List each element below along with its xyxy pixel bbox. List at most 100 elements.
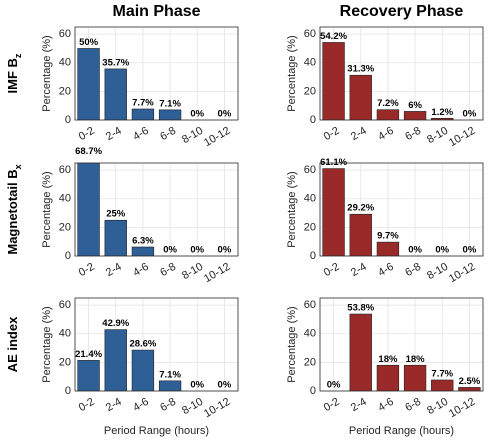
row-label-subscript: z: [13, 53, 23, 58]
value-label: 28.6%: [129, 339, 156, 350]
y-tick-label: 60: [304, 28, 316, 40]
value-label: 0%: [463, 109, 477, 120]
x-tick-label: 10-12: [202, 261, 232, 285]
value-label: 0%: [218, 109, 232, 120]
value-label: 0%: [190, 245, 204, 256]
value-label: 42.9%: [102, 318, 129, 329]
row-label-subscript: x: [13, 164, 23, 169]
value-label: 0%: [218, 245, 232, 256]
x-tick-label: 4-6: [376, 261, 396, 279]
x-tick-label: 10-12: [202, 396, 232, 420]
value-label: 29.2%: [347, 203, 374, 214]
value-label: 7.7%: [132, 97, 154, 108]
axes-frame: [74, 162, 239, 257]
x-tick-label: 2-4: [349, 396, 369, 414]
bar: [131, 349, 155, 391]
bar: [403, 111, 427, 120]
x-tick-label: 0-2: [322, 261, 342, 279]
x-tick-label: 10-12: [447, 396, 477, 420]
value-label: 7.2%: [377, 98, 399, 109]
value-label: 0%: [327, 380, 341, 391]
x-tick-label: 8-10: [425, 125, 450, 146]
value-label: 53.8%: [347, 303, 374, 314]
y-tick-label: 40: [59, 57, 71, 69]
x-tick-label: 2-4: [104, 261, 124, 279]
bar: [77, 48, 100, 120]
value-label: 6%: [408, 100, 422, 111]
x-tick-label: 8-10: [180, 125, 205, 146]
y-tick-label: 20: [59, 221, 71, 233]
x-tick-label: 6-8: [158, 396, 178, 414]
axes-frame: [319, 297, 484, 392]
x-axis-label: Period Range (hours): [349, 425, 454, 437]
y-tick-label: 0: [310, 114, 316, 126]
value-label: 25%: [106, 209, 126, 220]
x-tick-label: 6-8: [403, 125, 423, 143]
value-label: 1.2%: [431, 107, 453, 118]
y-tick-label: 0: [65, 250, 71, 262]
x-tick-label: 6-8: [403, 396, 423, 414]
bar: [376, 109, 400, 120]
x-tick-label: 8-10: [180, 261, 205, 282]
y-tick-label: 20: [304, 221, 316, 233]
x-tick-label: 6-8: [158, 261, 178, 279]
bar: [458, 387, 481, 391]
value-label: 31.3%: [347, 64, 374, 75]
value-label: 21.4%: [75, 349, 102, 360]
y-axis-label: Percentage (%): [286, 35, 298, 111]
x-tick-label: 2-4: [104, 125, 124, 143]
value-label: 61.1%: [320, 157, 347, 168]
x-tick-label: 10-12: [202, 125, 232, 149]
row-label: AE index: [5, 316, 20, 372]
row-label: Magnetotail Bx: [5, 164, 23, 254]
x-tick-label: 0-2: [322, 125, 342, 143]
bar: [77, 360, 100, 391]
value-label: 18%: [378, 354, 398, 365]
value-label: 9.7%: [377, 231, 399, 242]
column-title: Main Phase: [112, 3, 200, 20]
row-label-text: AE index: [5, 316, 20, 372]
y-tick-label: 60: [304, 299, 316, 311]
y-tick-label: 40: [304, 328, 316, 340]
y-tick-label: 60: [59, 164, 71, 176]
value-label: 0%: [435, 245, 449, 256]
y-axis-label: Percentage (%): [41, 35, 53, 111]
axes-frame: [319, 26, 484, 121]
value-label: 0%: [163, 245, 177, 256]
bar: [376, 241, 400, 256]
y-tick-label: 40: [304, 193, 316, 205]
x-tick-label: 8-10: [180, 396, 205, 417]
axes-frame: [74, 297, 239, 392]
value-label: 2.5%: [459, 376, 481, 387]
row-label: IMF Bz: [5, 53, 23, 93]
x-tick-label: 4-6: [131, 125, 151, 143]
value-label: 6.3%: [132, 236, 154, 247]
y-tick-label: 0: [65, 385, 71, 397]
x-tick-label: 0-2: [77, 261, 97, 279]
value-label: 7.1%: [159, 98, 181, 109]
y-tick-label: 20: [304, 85, 316, 97]
y-tick-label: 60: [304, 164, 316, 176]
value-label: 54.2%: [320, 31, 347, 42]
value-label: 0%: [463, 245, 477, 256]
y-tick-label: 20: [59, 356, 71, 368]
value-label: 0%: [408, 245, 422, 256]
axes-frame: [319, 162, 484, 257]
bar: [104, 219, 127, 256]
value-label: 18%: [406, 354, 426, 365]
value-label: 35.7%: [102, 57, 129, 68]
x-tick-label: 2-4: [349, 125, 369, 143]
x-tick-label: 4-6: [376, 125, 396, 143]
value-label: 0%: [190, 380, 204, 391]
x-tick-label: 6-8: [158, 125, 178, 143]
x-tick-label: 2-4: [104, 396, 124, 414]
x-tick-label: 8-10: [425, 261, 450, 282]
x-tick-label: 2-4: [349, 261, 369, 279]
bar: [322, 168, 345, 256]
y-tick-label: 20: [59, 85, 71, 97]
value-label: 7.7%: [431, 368, 453, 379]
bar: [403, 364, 427, 391]
bar: [131, 246, 155, 256]
x-tick-label: 0-2: [322, 396, 342, 414]
y-tick-label: 0: [310, 250, 316, 262]
